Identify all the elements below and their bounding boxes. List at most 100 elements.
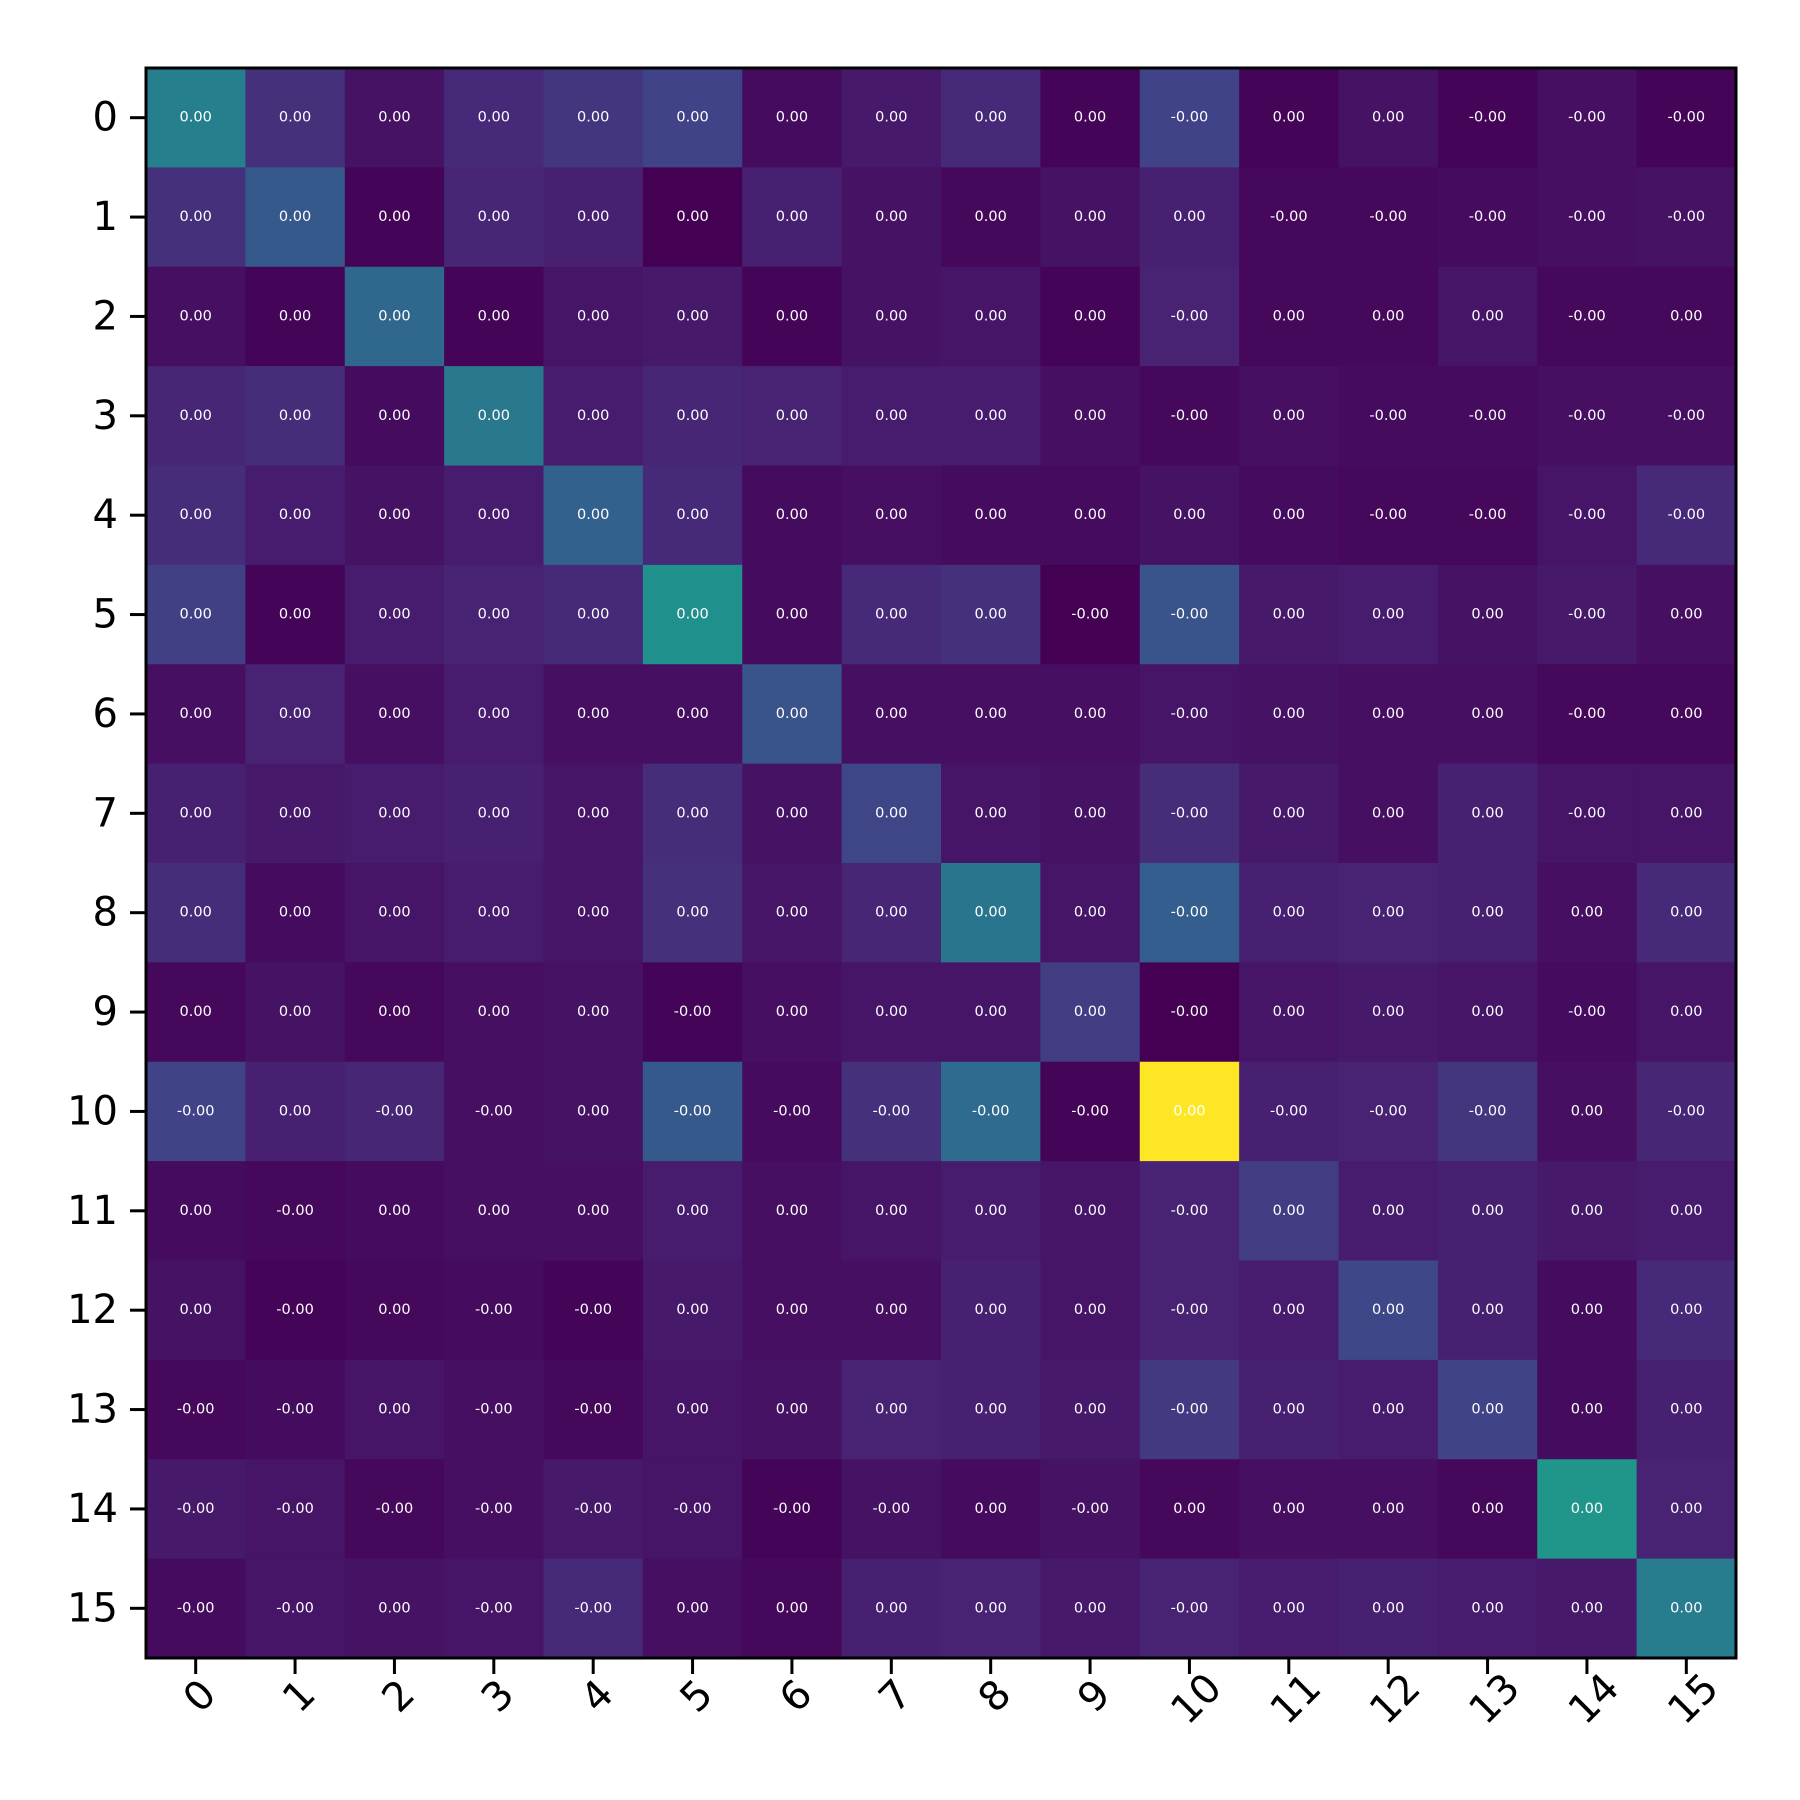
cell-label-2-12: 0.00 — [1372, 308, 1404, 324]
cell-label-1-8: 0.00 — [975, 209, 1007, 225]
heatmap-cell-5-13 — [1437, 564, 1538, 665]
cell-label-5-2: 0.00 — [378, 607, 410, 623]
cell-label-8-13: 0.00 — [1471, 905, 1503, 921]
heatmap-cell-13-15 — [1636, 1359, 1737, 1460]
heatmap-cell-0-14 — [1537, 68, 1638, 168]
cell-label-1-12: -0.00 — [1369, 209, 1407, 225]
cell-label-3-6: 0.00 — [776, 408, 808, 424]
cell-label-4-7: 0.00 — [875, 507, 907, 523]
heatmap-cell-14-15 — [1636, 1459, 1737, 1560]
cell-label-11-0: 0.00 — [180, 1203, 212, 1219]
heatmap-cell-0-5 — [642, 68, 743, 168]
heatmap-cell-3-7 — [841, 366, 942, 466]
heatmap-cell-14-10 — [1139, 1459, 1240, 1560]
heatmap-cell-3-8 — [941, 366, 1041, 466]
cell-label-8-4: 0.00 — [577, 905, 609, 921]
cell-label-1-7: 0.00 — [875, 209, 907, 225]
heatmap-cell-8-2 — [344, 863, 445, 963]
cell-label-11-4: 0.00 — [577, 1203, 609, 1219]
heatmap-cell-15-11 — [1239, 1558, 1339, 1659]
x-tick-label-10: 10 — [1162, 1665, 1231, 1734]
heatmap-cell-10-5 — [642, 1061, 743, 1162]
heatmap-cell-13-14 — [1537, 1359, 1638, 1460]
cell-label-12-14: 0.00 — [1571, 1302, 1603, 1318]
cell-label-14-3: -0.00 — [475, 1501, 513, 1517]
heatmap-cell-5-1 — [245, 564, 346, 665]
cell-label-9-4: 0.00 — [577, 1004, 609, 1020]
heatmap-cell-6-3 — [444, 664, 544, 765]
cell-label-1-2: 0.00 — [378, 209, 410, 225]
cell-label-13-1: -0.00 — [276, 1402, 314, 1418]
heatmap-cell-9-4 — [543, 962, 644, 1063]
cell-label-2-0: 0.00 — [180, 308, 212, 324]
cell-label-2-15: 0.00 — [1670, 308, 1702, 324]
cell-label-3-3: 0.00 — [478, 408, 510, 424]
cell-label-2-4: 0.00 — [577, 308, 609, 324]
cell-label-15-12: 0.00 — [1372, 1600, 1404, 1616]
cell-label-1-3: 0.00 — [478, 209, 510, 225]
heatmap-cell-9-11 — [1239, 962, 1339, 1063]
x-tick-label-11: 11 — [1262, 1665, 1331, 1734]
heatmap-cell-10-2 — [344, 1061, 445, 1162]
cell-label-3-7: 0.00 — [875, 408, 907, 424]
heatmap-cell-12-2 — [344, 1260, 445, 1361]
cell-label-13-12: 0.00 — [1372, 1402, 1404, 1418]
heatmap-cell-3-10 — [1139, 366, 1240, 466]
heatmap-cell-1-11 — [1239, 167, 1339, 268]
cell-label-4-6: 0.00 — [776, 507, 808, 523]
heatmap-cell-10-10 — [1139, 1061, 1240, 1162]
cell-label-6-14: -0.00 — [1568, 706, 1606, 722]
cell-label-14-2: -0.00 — [376, 1501, 414, 1517]
heatmap-cell-8-12 — [1338, 863, 1439, 963]
heatmap-cell-10-14 — [1537, 1061, 1638, 1162]
cell-label-12-11: 0.00 — [1273, 1302, 1305, 1318]
heatmap-cell-0-4 — [543, 68, 644, 168]
cell-label-3-9: 0.00 — [1074, 408, 1106, 424]
heatmap-cell-0-13 — [1437, 68, 1538, 168]
cell-label-11-2: 0.00 — [378, 1203, 410, 1219]
heatmap-cell-1-5 — [642, 167, 743, 268]
cell-label-11-10: -0.00 — [1171, 1203, 1209, 1219]
cell-label-3-15: -0.00 — [1668, 408, 1706, 424]
x-tick-label-2: 2 — [373, 1671, 424, 1722]
heatmap-cell-6-15 — [1636, 664, 1737, 765]
cell-label-0-4: 0.00 — [577, 110, 609, 126]
heatmap-cell-8-13 — [1437, 863, 1538, 963]
cell-label-7-12: 0.00 — [1372, 805, 1404, 821]
cell-label-8-3: 0.00 — [478, 905, 510, 921]
heatmap-cell-6-13 — [1437, 664, 1538, 765]
cell-label-12-13: 0.00 — [1471, 1302, 1503, 1318]
cell-label-6-4: 0.00 — [577, 706, 609, 722]
cell-label-5-9: -0.00 — [1071, 607, 1109, 623]
cell-label-6-5: 0.00 — [676, 706, 708, 722]
cell-label-14-1: -0.00 — [276, 1501, 314, 1517]
heatmap-cell-7-8 — [941, 763, 1041, 864]
cell-label-10-5: -0.00 — [674, 1103, 712, 1119]
cell-label-3-4: 0.00 — [577, 408, 609, 424]
cell-label-1-0: 0.00 — [180, 209, 212, 225]
heatmap-cell-11-7 — [841, 1161, 942, 1261]
heatmap-cell-14-6 — [742, 1459, 843, 1560]
heatmap-cell-9-6 — [742, 962, 843, 1063]
heatmap-cell-2-0 — [146, 266, 246, 367]
heatmap-cell-2-13 — [1437, 266, 1538, 367]
cell-label-7-9: 0.00 — [1074, 805, 1106, 821]
cell-label-14-15: 0.00 — [1670, 1501, 1702, 1517]
cell-label-10-11: -0.00 — [1270, 1103, 1308, 1119]
cell-label-4-9: 0.00 — [1074, 507, 1106, 523]
cell-label-4-14: -0.00 — [1568, 507, 1606, 523]
heatmap-cell-1-0 — [146, 167, 246, 268]
heatmap-cell-4-2 — [344, 465, 445, 566]
cell-label-1-13: -0.00 — [1469, 209, 1507, 225]
heatmap-cell-2-2 — [344, 266, 445, 367]
cell-label-15-5: 0.00 — [676, 1600, 708, 1616]
heatmap-cell-8-5 — [642, 863, 743, 963]
heatmap-cell-6-12 — [1338, 664, 1439, 765]
cell-label-4-4: 0.00 — [577, 507, 609, 523]
cell-label-13-6: 0.00 — [776, 1402, 808, 1418]
cell-label-0-14: -0.00 — [1568, 110, 1606, 126]
heatmap-cell-14-5 — [642, 1459, 743, 1560]
cell-label-13-7: 0.00 — [875, 1402, 907, 1418]
heatmap-cell-15-12 — [1338, 1558, 1439, 1659]
cell-label-8-1: 0.00 — [279, 905, 311, 921]
